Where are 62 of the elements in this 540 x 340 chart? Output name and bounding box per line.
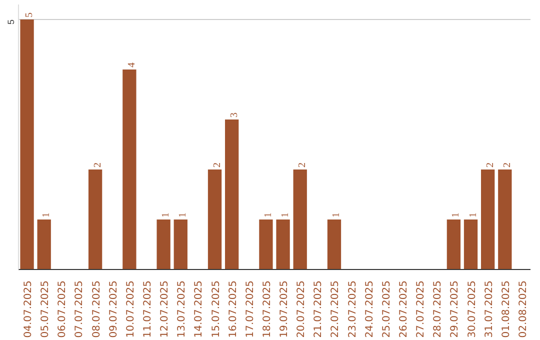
- data-label: 1: [160, 212, 172, 218]
- data-label: 1: [178, 212, 189, 218]
- data-label: 1: [262, 212, 274, 218]
- data-label: 2: [502, 162, 513, 168]
- bar: [446, 220, 461, 270]
- x-tick-label: 26.07.2025: [398, 280, 410, 338]
- data-label: 1: [450, 212, 462, 218]
- x-tick-label: 16.07.2025: [228, 280, 239, 338]
- x-tick-label: 08.07.2025: [91, 280, 102, 338]
- x-tick-label: 21.07.2025: [313, 280, 324, 338]
- bar: [174, 220, 188, 270]
- x-tick-label: 15.07.2025: [210, 280, 222, 338]
- bar: [276, 220, 290, 270]
- x-tick-label: 11.07.2025: [142, 280, 154, 338]
- bar: [293, 170, 307, 270]
- data-label: 1: [280, 212, 292, 218]
- x-tick-label: 12.07.2025: [160, 280, 171, 338]
- data-label: 2: [92, 162, 104, 168]
- x-tick-label: 27.07.2025: [416, 280, 427, 338]
- x-tick-label: 13.07.2025: [176, 280, 188, 338]
- x-tick-label: 07.07.2025: [74, 280, 86, 338]
- x-tick-label: 01.08.2025: [500, 280, 512, 338]
- x-tick-label: 06.07.2025: [57, 280, 68, 338]
- x-tick-label: 20.07.2025: [296, 280, 308, 338]
- x-tick-label: 22.07.2025: [330, 280, 342, 338]
- x-tick-label: 10.07.2025: [125, 280, 136, 338]
- bar: [208, 170, 222, 270]
- x-tick-label: 17.07.2025: [244, 280, 256, 338]
- bar: [464, 220, 478, 270]
- data-label: 5: [24, 12, 36, 18]
- x-tick-label: 19.07.2025: [279, 280, 290, 338]
- x-tick-label: 28.07.2025: [432, 280, 444, 338]
- x-tick-label: 18.07.2025: [262, 280, 273, 338]
- x-tick-label: 04.07.2025: [23, 280, 34, 338]
- bar: [88, 170, 102, 270]
- bar: [259, 220, 273, 270]
- data-label: 1: [468, 212, 479, 218]
- bar: [37, 220, 51, 270]
- data-label: 2: [212, 162, 223, 168]
- data-label: 4: [126, 62, 138, 68]
- data-label: 2: [297, 162, 308, 168]
- x-tick-label: 09.07.2025: [108, 280, 120, 338]
- x-tick-label: 24.07.2025: [364, 280, 376, 338]
- x-tick-label: 23.07.2025: [347, 280, 358, 338]
- bar: [225, 120, 239, 270]
- bar: [498, 170, 512, 270]
- bar: [481, 170, 495, 270]
- bar: [156, 220, 170, 270]
- data-label: 1: [41, 212, 52, 218]
- x-tick-label: 31.07.2025: [484, 280, 495, 338]
- x-tick-label: 02.08.2025: [518, 280, 529, 338]
- bar: [122, 70, 136, 270]
- x-tick-label: 14.07.2025: [194, 280, 205, 338]
- x-tick-label: 05.07.2025: [40, 280, 52, 338]
- data-label: 2: [484, 162, 496, 168]
- x-tick-label: 29.07.2025: [450, 280, 461, 338]
- x-tick-label: 30.07.2025: [466, 280, 478, 338]
- data-label: 3: [228, 112, 240, 118]
- bar: [327, 220, 342, 270]
- data-label: 1: [331, 212, 342, 218]
- bar: [20, 20, 34, 270]
- x-tick-label: 25.07.2025: [381, 280, 392, 338]
